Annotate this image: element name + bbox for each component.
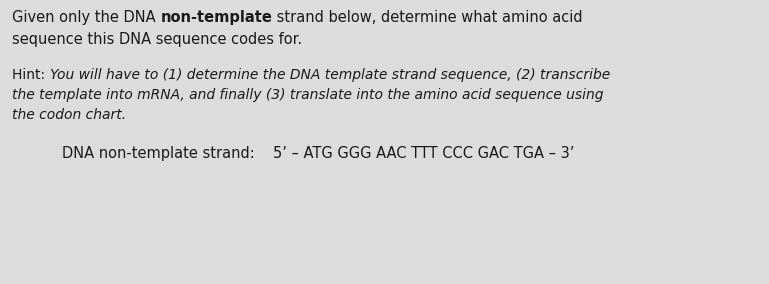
Text: Given only the DNA: Given only the DNA (12, 10, 160, 25)
Text: the template into mRNA, and finally (3) translate into the amino acid sequence u: the template into mRNA, and finally (3) … (12, 88, 604, 102)
Text: the codon chart.: the codon chart. (12, 108, 126, 122)
Text: sequence this DNA sequence codes for.: sequence this DNA sequence codes for. (12, 32, 302, 47)
Text: DNA non-template strand:: DNA non-template strand: (62, 146, 255, 161)
Text: 5’ – ATG GGG AAC TTT CCC GAC TGA – 3’: 5’ – ATG GGG AAC TTT CCC GAC TGA – 3’ (273, 146, 574, 161)
Text: strand below, determine what amino acid: strand below, determine what amino acid (272, 10, 583, 25)
Text: You will have to (1) determine the DNA template strand sequence, (2) transcribe: You will have to (1) determine the DNA t… (49, 68, 610, 82)
Text: non-template: non-template (160, 10, 272, 25)
Text: Hint:: Hint: (12, 68, 49, 82)
